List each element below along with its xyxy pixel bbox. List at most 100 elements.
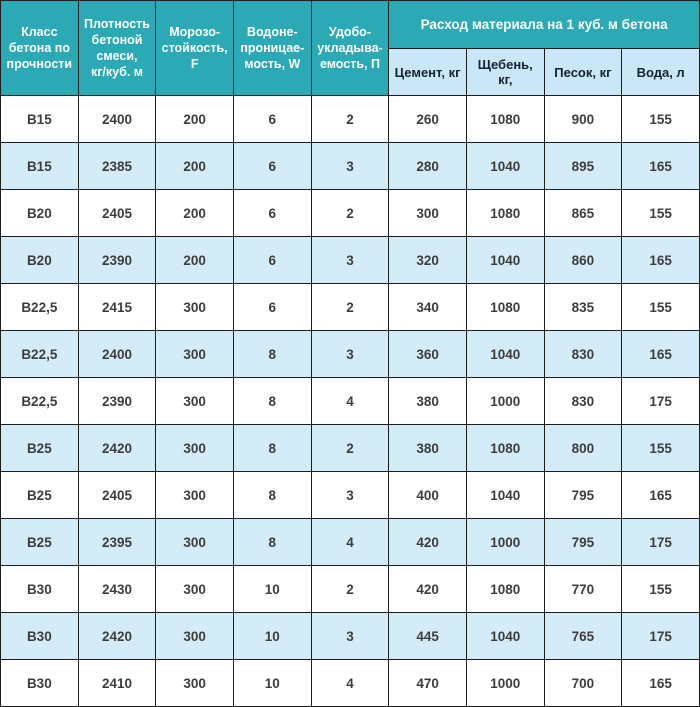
table-cell: 2 (310, 565, 390, 613)
table-cell: 6 (232, 283, 312, 331)
table-cell: 420 (388, 518, 467, 566)
table-cell: 300 (155, 659, 234, 707)
table-cell: 200 (155, 189, 234, 237)
table-cell: 2400 (77, 95, 157, 143)
table-cell: 8 (232, 424, 312, 472)
table-cell: 155 (621, 189, 700, 237)
table-cell: 770 (543, 565, 623, 613)
table-cell: 4 (310, 518, 390, 566)
table-cell: 300 (155, 471, 234, 519)
table-cell: 4 (310, 377, 390, 425)
table-cell: 865 (543, 189, 623, 237)
table-cell: 700 (543, 659, 623, 707)
table-cell: В30 (0, 565, 79, 613)
table-cell: 900 (543, 95, 623, 143)
table-cell: 830 (543, 377, 623, 425)
table-cell: 155 (621, 565, 700, 613)
table-cell: 300 (155, 283, 234, 331)
table-cell: 300 (155, 330, 234, 378)
table-cell: 1080 (465, 95, 545, 143)
header-waterproofing: Водоне- проницае- мость, W (232, 0, 312, 96)
table-cell: 8 (232, 518, 312, 566)
table-cell: 1000 (465, 377, 545, 425)
table-cell: 2 (310, 424, 390, 472)
table-row: В30 2410 300 10 4 470 1000 700 165 (0, 659, 700, 707)
table-row: В22,5 2390 300 8 4 380 1000 830 175 (0, 377, 700, 425)
table-cell: 165 (621, 471, 700, 519)
table-cell: 165 (621, 330, 700, 378)
table-cell: 1040 (465, 330, 545, 378)
table-cell: 835 (543, 283, 623, 331)
table-cell: 860 (543, 236, 623, 284)
table-cell: 8 (232, 471, 312, 519)
table-cell: 895 (543, 142, 623, 190)
table-cell: В22,5 (0, 377, 79, 425)
table-cell: 1000 (465, 518, 545, 566)
table-cell: 10 (232, 659, 312, 707)
table-cell: 1040 (465, 612, 545, 660)
table-cell: В30 (0, 612, 79, 660)
table-cell: 300 (155, 565, 234, 613)
table-cell: 200 (155, 95, 234, 143)
table-header: Класс бетона по прочности Плотность бето… (0, 0, 700, 96)
table-cell: 1040 (465, 236, 545, 284)
table-cell: 360 (388, 330, 467, 378)
table-cell: 3 (310, 471, 390, 519)
table-cell: 6 (232, 142, 312, 190)
table-cell: 155 (621, 95, 700, 143)
table-cell: 2430 (77, 565, 157, 613)
table-cell: 2420 (77, 424, 157, 472)
table-cell: 300 (155, 518, 234, 566)
table-cell: 3 (310, 330, 390, 378)
header-row-top: Класс бетона по прочности Плотность бето… (0, 0, 700, 96)
table-cell: 175 (621, 377, 700, 425)
table-cell: 2 (310, 189, 390, 237)
table-cell: 300 (155, 612, 234, 660)
table-cell: 1080 (465, 424, 545, 472)
header-density: Плотность бетоной смеси, кг/куб. м (77, 0, 157, 96)
table-cell: 3 (310, 612, 390, 660)
table-cell: 165 (621, 659, 700, 707)
table-cell: 2420 (77, 612, 157, 660)
table-cell: 300 (155, 424, 234, 472)
table-cell: В20 (0, 236, 79, 284)
table-cell: 2405 (77, 471, 157, 519)
table-cell: 175 (621, 518, 700, 566)
table-cell: 320 (388, 236, 467, 284)
table-cell: 470 (388, 659, 467, 707)
table-cell: 1040 (465, 471, 545, 519)
table-cell: 10 (232, 612, 312, 660)
table-row: В15 2385 200 6 3 280 1040 895 165 (0, 142, 700, 190)
table-cell: В15 (0, 95, 79, 143)
table-cell: В20 (0, 189, 79, 237)
table-cell: 260 (388, 95, 467, 143)
table-cell: 165 (621, 142, 700, 190)
table-cell: 380 (388, 424, 467, 472)
table-cell: В22,5 (0, 330, 79, 378)
table-cell: В25 (0, 424, 79, 472)
table-cell: 165 (621, 236, 700, 284)
table-cell: 380 (388, 377, 467, 425)
header-water: Вода, л (621, 48, 700, 96)
table-row: В25 2420 300 8 2 380 1080 800 155 (0, 424, 700, 472)
table-cell: 800 (543, 424, 623, 472)
table-cell: 830 (543, 330, 623, 378)
table-cell: В22,5 (0, 283, 79, 331)
table-cell: 2390 (77, 236, 157, 284)
table-cell: 3 (310, 236, 390, 284)
table-cell: 1040 (465, 142, 545, 190)
table-cell: 2405 (77, 189, 157, 237)
table-cell: 8 (232, 377, 312, 425)
table-cell: 280 (388, 142, 467, 190)
table-cell: 795 (543, 471, 623, 519)
header-row-sub: Цемент, кг Щебень, кг, Песок, кг Вода, л (1, 48, 700, 96)
table-cell: 2410 (77, 659, 157, 707)
table-row: В30 2430 300 10 2 420 1080 770 155 (0, 565, 700, 613)
table-cell: 10 (232, 565, 312, 613)
table-cell: 175 (621, 612, 700, 660)
table-cell: 6 (232, 95, 312, 143)
table-cell: 300 (155, 377, 234, 425)
table-cell: 1080 (465, 565, 545, 613)
table-cell: 3 (310, 142, 390, 190)
